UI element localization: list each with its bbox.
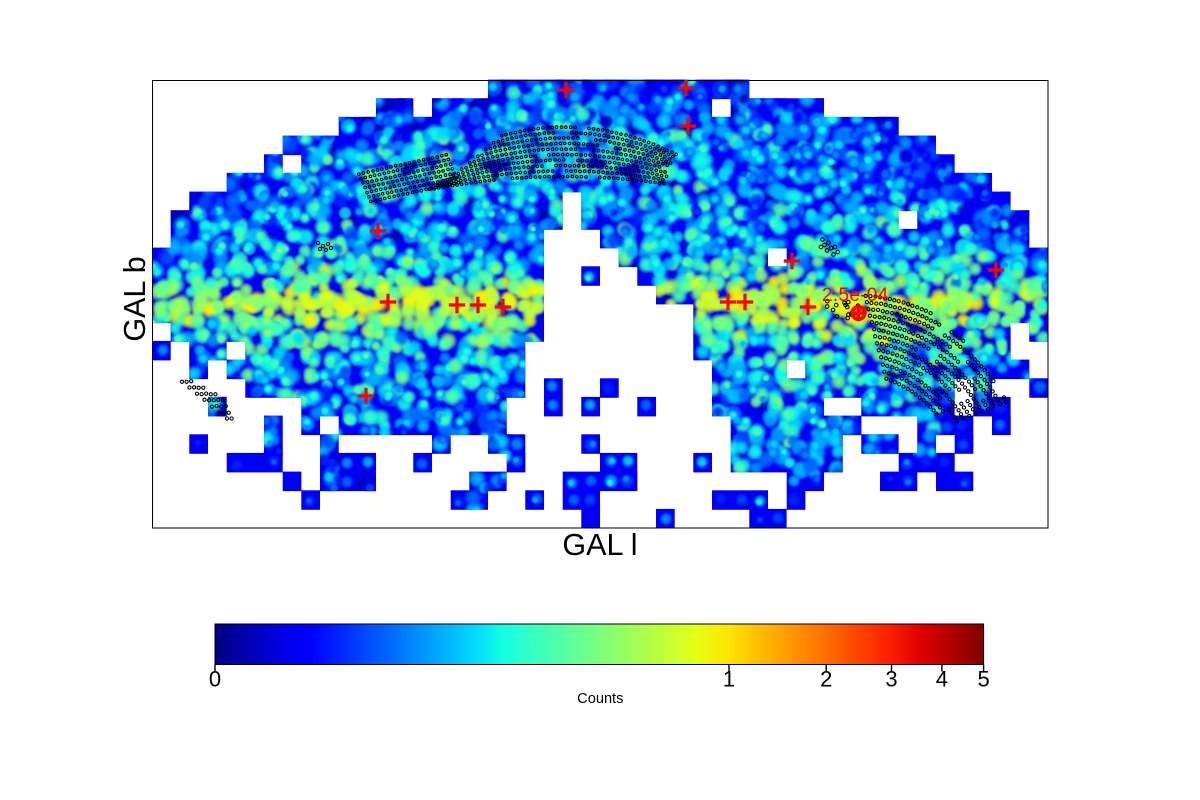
svg-text:2: 2 [820, 667, 832, 692]
svg-text:1: 1 [723, 667, 735, 692]
svg-text:GAL l: GAL l [562, 528, 637, 562]
svg-text:2.5e-04: 2.5e-04 [822, 285, 889, 306]
svg-text:5: 5 [977, 667, 989, 692]
svg-text:4: 4 [936, 667, 948, 692]
svg-text:Counts: Counts [577, 691, 623, 707]
svg-text:3: 3 [885, 667, 897, 692]
svg-text:0: 0 [209, 667, 221, 692]
svg-text:GAL b: GAL b [118, 256, 152, 341]
